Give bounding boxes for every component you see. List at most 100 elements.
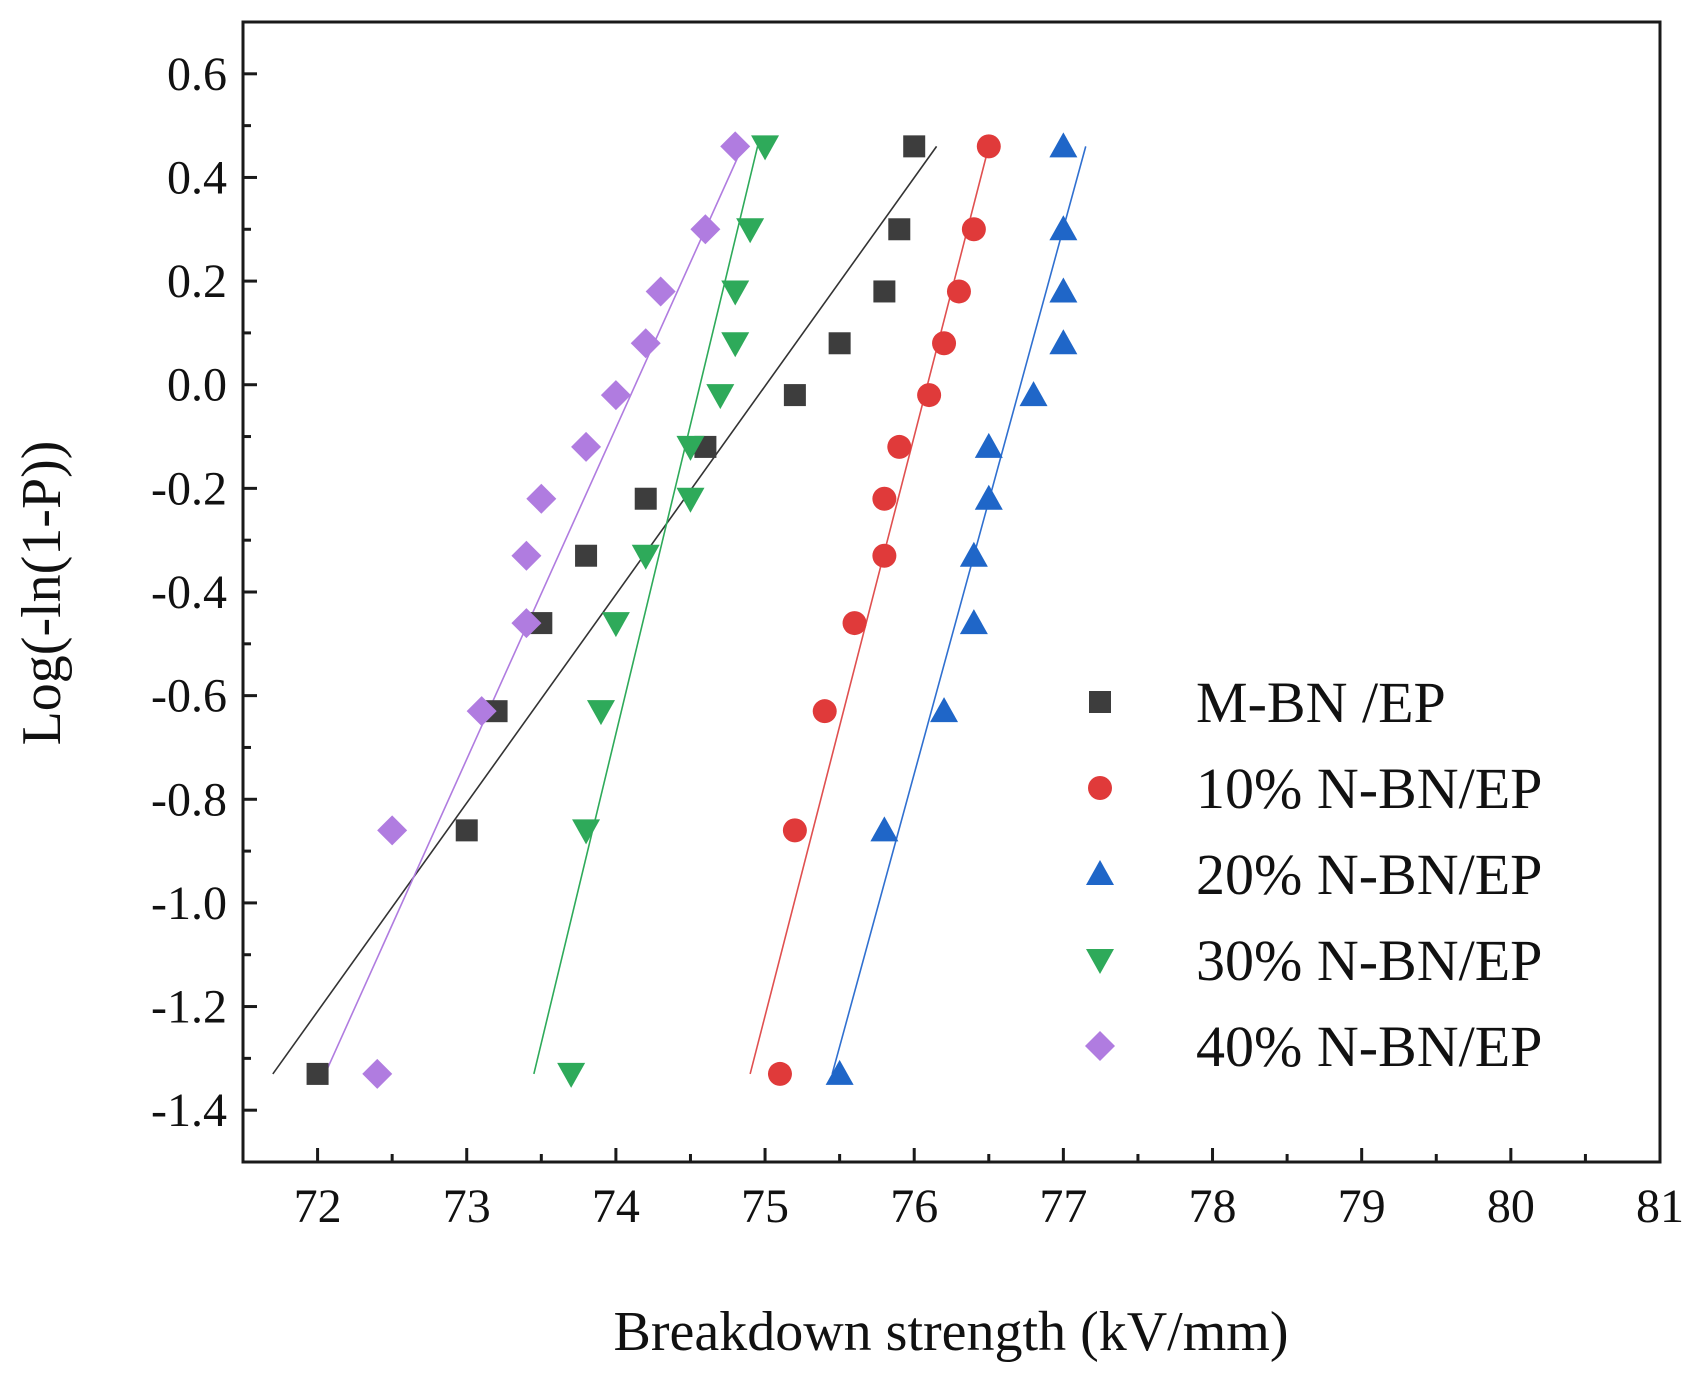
legend-label-30pct-n-bn-ep: 30% N-BN/EP	[1196, 928, 1542, 993]
data-point-40pct-n-bn-ep	[571, 431, 602, 462]
x-tick-label: 78	[1189, 1180, 1237, 1233]
data-point-20pct-n-bn-ep	[1049, 215, 1078, 241]
data-point-m-bn-ep	[306, 1062, 329, 1085]
x-tick-label: 80	[1487, 1180, 1535, 1233]
data-point-10pct-n-bn-ep	[932, 331, 957, 356]
data-point-10pct-n-bn-ep	[812, 699, 837, 724]
series-10pct-n-bn-ep	[767, 134, 1001, 1086]
y-tick-label: -1.2	[151, 981, 227, 1034]
data-point-40pct-n-bn-ep	[466, 696, 497, 727]
data-point-30pct-n-bn-ep	[557, 1062, 586, 1088]
data-point-20pct-n-bn-ep	[974, 484, 1003, 510]
y-tick-label: -0.2	[151, 462, 227, 515]
data-point-20pct-n-bn-ep	[930, 697, 959, 723]
data-point-40pct-n-bn-ep	[630, 328, 661, 359]
data-point-40pct-n-bn-ep	[377, 815, 408, 846]
legend-marker-10pct-n-bn-ep	[1088, 776, 1112, 800]
data-point-10pct-n-bn-ep	[961, 217, 986, 242]
y-tick-label: -1.0	[151, 877, 227, 930]
legend-item-40pct-n-bn-ep: 40% N-BN/EP	[1085, 1014, 1542, 1079]
y-tick-label: -0.6	[151, 670, 227, 723]
x-tick-labels: 72 73 74 75 76 77 78 79 80 81	[294, 1180, 1684, 1233]
legend-item-m-bn-ep: M-BN /EP	[1089, 670, 1446, 735]
data-point-m-bn-ep	[903, 135, 926, 158]
x-tick-label: 77	[1039, 1180, 1087, 1233]
data-point-30pct-n-bn-ep	[721, 280, 750, 306]
legend: M-BN /EP 10% N-BN/EP 20% N-BN/EP 30% N-BN/E…	[1085, 670, 1542, 1079]
data-point-20pct-n-bn-ep	[870, 816, 899, 842]
y-tick-label: -0.8	[151, 773, 227, 826]
data-point-30pct-n-bn-ep	[676, 487, 705, 513]
legend-item-20pct-n-bn-ep: 20% N-BN/EP	[1086, 842, 1542, 907]
legend-label-40pct-n-bn-ep: 40% N-BN/EP	[1196, 1014, 1542, 1079]
y-tick-label: 0.0	[167, 359, 227, 412]
data-point-10pct-n-bn-ep	[872, 486, 897, 511]
data-point-m-bn-ep	[828, 332, 851, 355]
data-point-40pct-n-bn-ep	[362, 1058, 393, 1089]
data-point-20pct-n-bn-ep	[974, 432, 1003, 458]
y-tick-label: -0.4	[151, 566, 227, 619]
data-point-40pct-n-bn-ep	[526, 483, 557, 514]
x-tick-label: 72	[294, 1180, 342, 1233]
data-point-20pct-n-bn-ep	[1049, 329, 1078, 355]
series-40pct-n-bn-ep	[362, 131, 751, 1089]
data-point-40pct-n-bn-ep	[690, 214, 721, 245]
data-point-20pct-n-bn-ep	[959, 541, 988, 567]
x-axis-title: Breakdown strength (kV/mm)	[614, 1301, 1289, 1363]
data-point-40pct-n-bn-ep	[511, 540, 542, 571]
data-point-40pct-n-bn-ep	[600, 380, 631, 411]
legend-marker-40pct-n-bn-ep	[1085, 1031, 1115, 1061]
x-tick-label: 79	[1338, 1180, 1386, 1233]
fit-line-m-bn-ep	[272, 145, 938, 1075]
legend-label-10pct-n-bn-ep: 10% N-BN/EP	[1196, 756, 1542, 821]
x-tick-label: 81	[1636, 1180, 1684, 1233]
data-point-20pct-n-bn-ep	[825, 1059, 854, 1085]
data-point-30pct-n-bn-ep	[751, 135, 780, 161]
data-point-10pct-n-bn-ep	[887, 434, 912, 459]
data-point-10pct-n-bn-ep	[782, 818, 807, 843]
y-tick-label: 0.4	[167, 151, 227, 204]
data-point-10pct-n-bn-ep	[917, 383, 942, 408]
x-tick-label: 76	[890, 1180, 938, 1233]
legend-label-20pct-n-bn-ep: 20% N-BN/EP	[1196, 842, 1542, 907]
data-point-10pct-n-bn-ep	[976, 134, 1001, 159]
data-point-40pct-n-bn-ep	[645, 276, 676, 307]
data-point-m-bn-ep	[783, 384, 806, 407]
fit-line-30pct-n-bn-ep	[533, 146, 759, 1075]
fit-line-40pct-n-bn-ep	[324, 146, 744, 1075]
legend-marker-m-bn-ep	[1089, 691, 1111, 713]
y-tick-labels: -1.4 -1.2 -1.0 -0.8 -0.6 -0.4 -0.2 0.0 0.2 0.4 0.6	[151, 48, 227, 1137]
data-point-m-bn-ep	[873, 280, 896, 303]
data-point-10pct-n-bn-ep	[872, 543, 897, 568]
x-tick-label: 75	[741, 1180, 789, 1233]
series-20pct-n-bn-ep	[825, 132, 1078, 1085]
data-point-10pct-n-bn-ep	[946, 279, 971, 304]
legend-item-10pct-n-bn-ep: 10% N-BN/EP	[1088, 756, 1542, 821]
data-point-30pct-n-bn-ep	[586, 700, 615, 726]
data-point-30pct-n-bn-ep	[721, 332, 750, 358]
data-points	[306, 131, 1078, 1089]
axis-ticks	[243, 72, 1662, 1162]
data-point-m-bn-ep	[634, 487, 657, 510]
data-point-m-bn-ep	[455, 819, 478, 842]
data-point-30pct-n-bn-ep	[736, 218, 765, 244]
data-point-m-bn-ep	[888, 218, 911, 241]
fit-line-10pct-n-bn-ep	[749, 146, 990, 1075]
data-point-40pct-n-bn-ep	[511, 608, 542, 639]
data-point-20pct-n-bn-ep	[1019, 381, 1048, 407]
data-point-20pct-n-bn-ep	[1049, 277, 1078, 303]
y-tick-label: 0.6	[167, 48, 227, 101]
data-point-m-bn-ep	[575, 544, 598, 567]
data-point-20pct-n-bn-ep	[959, 609, 988, 635]
legend-marker-20pct-n-bn-ep	[1086, 860, 1114, 885]
y-axis-title: Log(-ln(1-P))	[11, 441, 73, 746]
legend-item-30pct-n-bn-ep: 30% N-BN/EP	[1086, 928, 1542, 993]
data-point-30pct-n-bn-ep	[572, 819, 601, 845]
data-point-30pct-n-bn-ep	[706, 384, 735, 410]
legend-marker-30pct-n-bn-ep	[1086, 949, 1114, 974]
data-point-10pct-n-bn-ep	[842, 611, 867, 636]
y-tick-label: 0.2	[167, 255, 227, 308]
x-tick-label: 73	[443, 1180, 491, 1233]
fit-line-20pct-n-bn-ep	[831, 146, 1087, 1075]
